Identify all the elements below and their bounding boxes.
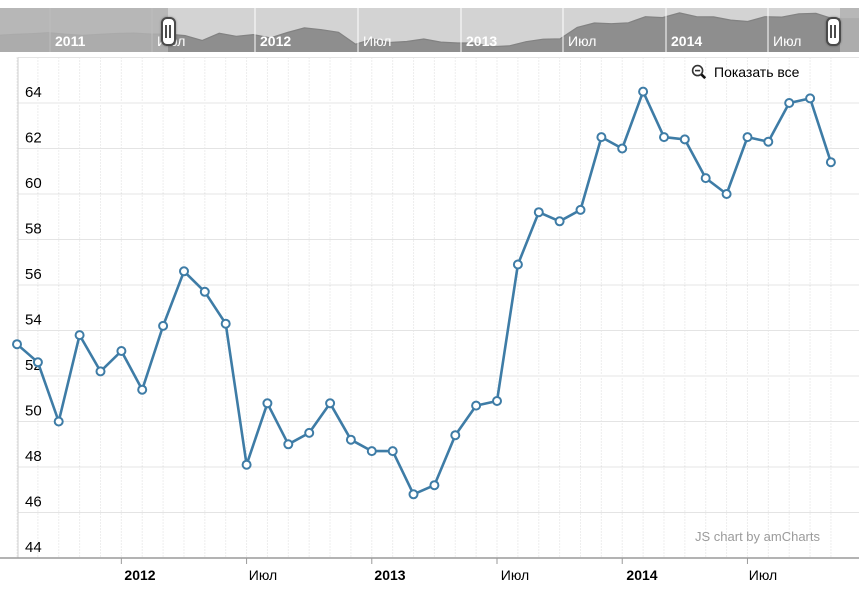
x-axis-label: Июл xyxy=(501,567,529,583)
data-point[interactable] xyxy=(429,480,440,491)
data-point[interactable] xyxy=(74,330,85,341)
data-point[interactable] xyxy=(408,489,419,500)
y-axis-label: 48 xyxy=(25,448,42,465)
scrollbar-right-handle[interactable] xyxy=(825,17,841,46)
y-axis-label: 50 xyxy=(25,403,42,420)
data-point[interactable] xyxy=(700,173,711,184)
data-point[interactable] xyxy=(53,416,64,427)
scrollbar-left-handle[interactable] xyxy=(160,17,176,46)
data-point[interactable] xyxy=(304,427,315,438)
data-point[interactable] xyxy=(199,286,210,297)
data-point[interactable] xyxy=(679,134,690,145)
line-series xyxy=(16,90,833,496)
data-point[interactable] xyxy=(512,259,523,270)
x-axis-label: Июл xyxy=(749,567,777,583)
data-point[interactable] xyxy=(742,132,753,143)
y-axis-label: 62 xyxy=(25,130,42,147)
scrollbar-preview-chart[interactable] xyxy=(0,8,859,52)
zoom-out-button[interactable]: Показать все xyxy=(691,64,799,80)
data-point[interactable] xyxy=(533,207,544,218)
zoom-out-icon xyxy=(691,64,707,80)
scrollbar-unselected-left xyxy=(0,8,168,52)
data-point[interactable] xyxy=(721,189,732,199)
data-point[interactable] xyxy=(32,357,43,368)
y-axis-label: 64 xyxy=(25,84,42,101)
x-axis-label: 2012 xyxy=(124,567,155,583)
x-axis-label: 2013 xyxy=(374,567,405,583)
y-axis-label: 46 xyxy=(25,494,42,511)
data-point[interactable] xyxy=(763,136,774,147)
x-axis-label: 2014 xyxy=(626,567,657,583)
data-point[interactable] xyxy=(659,132,669,143)
data-point[interactable] xyxy=(471,400,482,411)
drag-grip-icon xyxy=(830,25,836,38)
data-point[interactable] xyxy=(137,384,148,395)
data-point[interactable] xyxy=(345,434,356,445)
data-point[interactable] xyxy=(95,366,106,377)
data-point[interactable] xyxy=(158,320,169,331)
data-point[interactable] xyxy=(387,446,398,457)
y-axis-label: 60 xyxy=(25,175,42,192)
data-point[interactable] xyxy=(554,216,565,227)
y-axis-label: 58 xyxy=(25,221,42,238)
data-point[interactable] xyxy=(262,398,273,409)
data-point[interactable] xyxy=(325,398,336,409)
y-axis-label: 44 xyxy=(25,539,42,556)
data-point[interactable] xyxy=(241,459,252,470)
chart-scrollbar[interactable]: 2011Июл2012Июл2013Июл2014Июл xyxy=(0,8,859,52)
data-point[interactable] xyxy=(450,430,461,441)
x-axis-label: Июл xyxy=(249,567,277,583)
data-point[interactable] xyxy=(116,346,127,356)
data-point[interactable] xyxy=(617,143,628,154)
data-point[interactable] xyxy=(283,439,294,450)
scrollbar-unselected-right xyxy=(840,8,859,52)
data-point[interactable] xyxy=(179,266,189,277)
data-point[interactable] xyxy=(596,132,607,143)
data-point[interactable] xyxy=(805,93,816,104)
data-point[interactable] xyxy=(12,339,22,350)
data-point[interactable] xyxy=(638,86,649,97)
amcharts-attribution[interactable]: JS chart by amCharts xyxy=(695,529,820,544)
y-axis-label: 56 xyxy=(25,266,42,283)
data-point[interactable] xyxy=(220,318,231,329)
y-axis-label: 54 xyxy=(25,312,42,329)
drag-grip-icon xyxy=(165,25,171,38)
data-point[interactable] xyxy=(784,98,795,108)
zoom-out-label: Показать все xyxy=(714,64,800,80)
data-point[interactable] xyxy=(825,157,836,168)
data-point[interactable] xyxy=(575,204,586,215)
data-point[interactable] xyxy=(492,396,502,406)
scrollbar-area-preview xyxy=(0,12,859,52)
data-point[interactable] xyxy=(366,446,377,457)
